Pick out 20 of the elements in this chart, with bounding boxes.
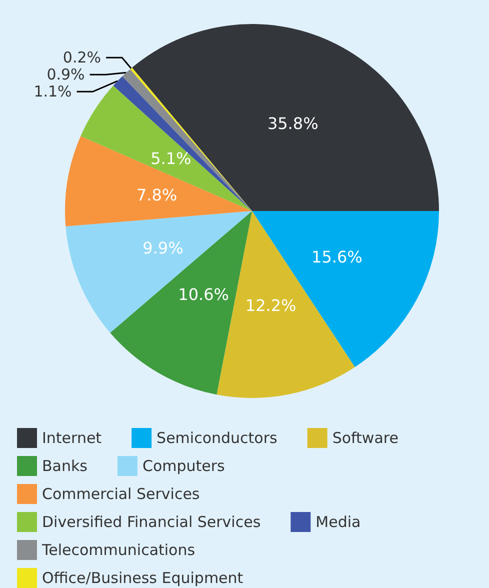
legend-label: Telecommunications bbox=[41, 541, 196, 559]
legend-label: Computers bbox=[142, 457, 226, 475]
data-label: 9.9% bbox=[142, 238, 184, 258]
data-label: 12.2% bbox=[245, 296, 296, 316]
data-label: 1.1% bbox=[34, 82, 72, 101]
legend-label: Banks bbox=[42, 457, 88, 475]
legend-label: Internet bbox=[42, 429, 102, 447]
data-label: 0.2% bbox=[62, 48, 102, 67]
legend-label: Software bbox=[332, 429, 398, 447]
data-label: 5.1% bbox=[150, 149, 192, 168]
data-label: 15.6% bbox=[312, 247, 362, 266]
legend-label: Diversified Financial Services bbox=[42, 513, 261, 531]
legend-label: Media bbox=[316, 513, 361, 531]
data-label: 35.8% bbox=[267, 114, 318, 134]
legend-label: Office/Business Equipment bbox=[42, 569, 244, 587]
data-label: 0.9% bbox=[46, 66, 85, 84]
legend-label: Commercial Services bbox=[42, 485, 200, 503]
data-label: 7.8% bbox=[136, 186, 178, 205]
data-label: 10.6% bbox=[178, 284, 229, 304]
legend-label: Semiconductors bbox=[156, 429, 278, 447]
